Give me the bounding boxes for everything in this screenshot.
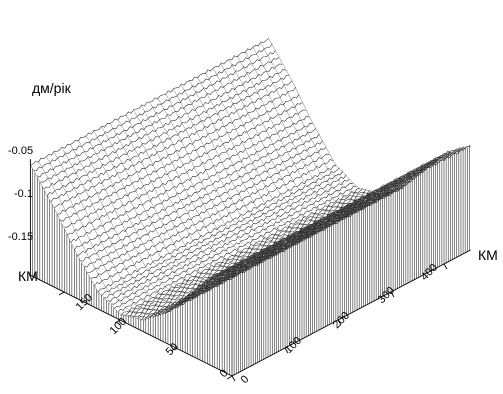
z-axis-title: дм/рік: [32, 80, 72, 96]
surface-mesh-line: [40, 57, 280, 183]
surface-mesh-line: [120, 188, 360, 317]
surface-mesh-line: [69, 143, 272, 299]
surface-mesh-line: [117, 118, 320, 274]
surface-mesh-line: [127, 188, 367, 317]
surface-mesh-line: [30, 164, 233, 320]
surface-mesh-line: [141, 192, 380, 321]
surface-mesh-line: [213, 68, 415, 223]
surface-mesh-line: [50, 75, 290, 203]
surface-mesh-line: [46, 156, 248, 312]
surface-mesh-line: [252, 47, 455, 202]
surface-mesh-line: [268, 38, 471, 194]
surface-mesh-line: [125, 114, 328, 270]
surface-mesh-line: [205, 72, 407, 228]
x-tick-label: 100: [283, 335, 304, 356]
surface-mesh-line: [54, 152, 256, 307]
z-tick-label: -0.05: [8, 145, 33, 157]
surface-mesh-line: [167, 184, 407, 313]
surface-mesh-line: [77, 139, 280, 295]
y-axis-title: КМ: [18, 268, 38, 284]
surface-mesh-line: [62, 148, 264, 303]
surface-mesh-line: [201, 157, 441, 285]
z-tick-label: -0.15: [8, 231, 33, 243]
surface-mesh-line: [70, 115, 310, 244]
x-tick-label: 0: [239, 373, 252, 386]
x-tick-mark: [231, 375, 236, 382]
surface-mesh-line: [85, 135, 288, 291]
surface-mesh-line: [73, 122, 313, 251]
x-tick-label: 400: [419, 262, 440, 283]
y-tick-mark: [170, 347, 177, 352]
surface-mesh-line: [104, 170, 344, 299]
surface-mesh-line: [173, 89, 376, 244]
surface-mesh-line: [101, 127, 304, 282]
surface-mesh-line: [57, 86, 297, 215]
surface-mesh-line: [189, 80, 392, 236]
surface-mesh-line: [221, 64, 423, 219]
surface-mesh-line: [197, 76, 400, 232]
surface-mesh-line: [157, 97, 360, 253]
surface-mesh-line: [80, 133, 320, 262]
x-axis-title: КМ: [478, 247, 498, 263]
surface-mesh-line: [60, 94, 300, 222]
surface-mesh-line: [93, 131, 296, 286]
surface-mesh-line: [165, 93, 368, 249]
surface-mesh-line: [107, 174, 347, 302]
surface-mesh: [29, 37, 471, 382]
y-tick-mark: [58, 291, 65, 296]
surface-mesh-line: [117, 185, 357, 314]
axis-line: [231, 249, 471, 377]
surface-mesh-line: [33, 43, 273, 172]
surface-mesh-line: [144, 193, 384, 321]
x-tick-mark: [390, 291, 395, 298]
surface-mesh-line: [236, 55, 439, 211]
surface-mesh-line: [164, 187, 404, 315]
surface-mesh-line: [38, 160, 240, 316]
surface-mesh-line: [228, 59, 431, 215]
surface-mesh-line: [260, 43, 463, 198]
x-tick-mark: [337, 319, 342, 326]
x-tick-mark: [443, 263, 448, 270]
surface-mesh-line: [97, 165, 337, 293]
surface-mesh-line: [133, 110, 336, 265]
surface-mesh-line: [36, 49, 276, 178]
y-tick-mark: [114, 319, 121, 324]
x-tick-label: 300: [376, 285, 397, 306]
y-tick-mark: [226, 375, 233, 380]
surface-mesh-line: [109, 122, 312, 278]
z-tick-label: -0.1: [14, 188, 33, 200]
surface-mesh-line: [46, 68, 286, 197]
surface-mesh-line: [141, 106, 344, 261]
surface-mesh-line: [181, 85, 384, 240]
surface-mesh-line: [93, 159, 333, 287]
surface-mesh-line: [149, 101, 352, 257]
surface-mesh-line: [84, 140, 323, 268]
x-tick-mark: [284, 347, 289, 354]
surface-mesh-line: [244, 51, 447, 207]
